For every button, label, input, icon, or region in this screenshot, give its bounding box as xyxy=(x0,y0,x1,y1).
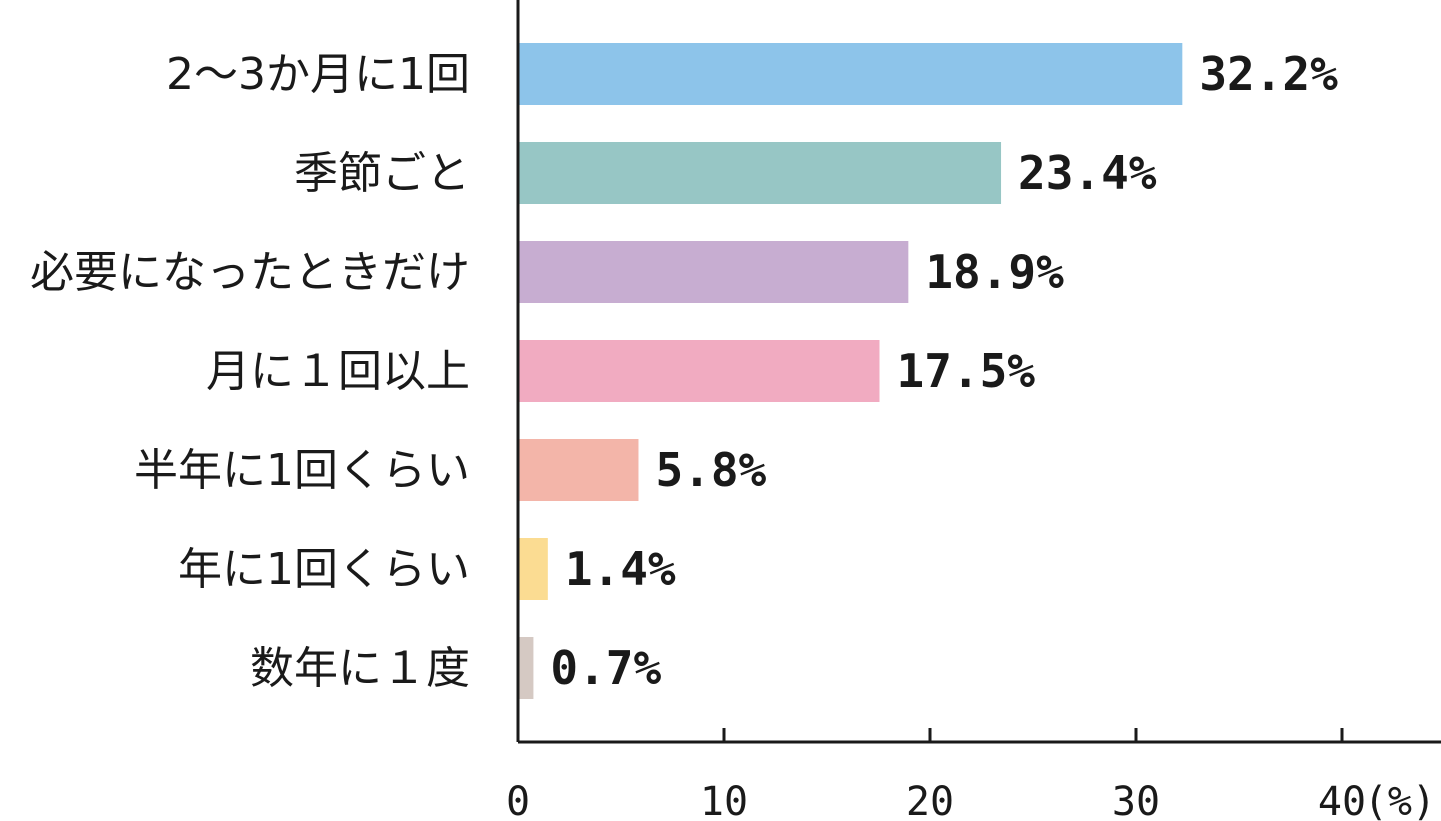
category-label: 2〜3か月に1回 xyxy=(166,49,470,100)
category-label: 数年に１度 xyxy=(250,643,470,694)
value-label: 17.5% xyxy=(897,344,1036,398)
value-label: 1.4% xyxy=(565,542,676,596)
value-label: 32.2% xyxy=(1199,47,1338,101)
bars-group xyxy=(519,43,1183,699)
labels-group: 2〜3か月に1回 32.2% 季節ごと 23.4% 必要になったときだけ 18.9% 月に１… xyxy=(30,47,1436,821)
x-tick-label: 20 xyxy=(906,779,954,821)
bar xyxy=(519,241,909,303)
x-unit-label: (%) xyxy=(1364,779,1436,821)
x-tick-label: 10 xyxy=(700,779,748,821)
category-label: 半年に1回くらい xyxy=(134,445,470,496)
axes-group xyxy=(516,0,1441,744)
x-tick-label: 30 xyxy=(1112,779,1160,821)
bar xyxy=(519,340,880,402)
category-label: 必要になったときだけ xyxy=(30,247,470,298)
bar xyxy=(519,637,534,699)
x-tick-label: 40 xyxy=(1318,779,1366,821)
bar xyxy=(519,538,548,600)
bar xyxy=(519,142,1002,204)
x-tick-label: 0 xyxy=(506,779,530,821)
value-label: 18.9% xyxy=(925,245,1064,299)
value-label: 0.7% xyxy=(550,641,661,695)
category-label: 月に１回以上 xyxy=(206,346,470,397)
bar xyxy=(519,439,639,501)
value-label: 5.8% xyxy=(655,443,766,497)
category-label: 季節ごと xyxy=(294,148,470,199)
category-label: 年に1回くらい xyxy=(178,544,470,595)
bar xyxy=(519,43,1183,105)
value-label: 23.4% xyxy=(1018,146,1157,200)
